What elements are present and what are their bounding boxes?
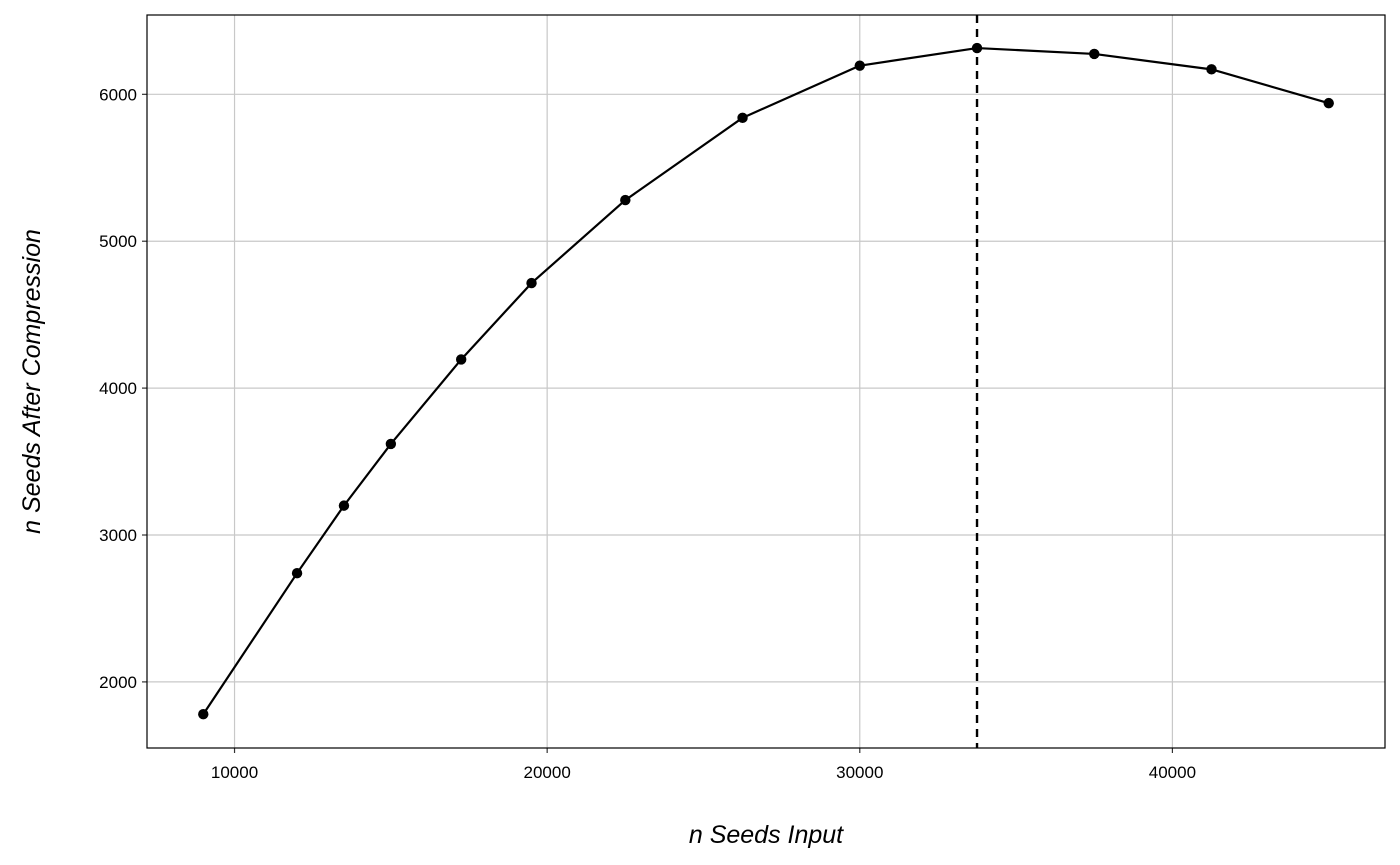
x-tick-label: 40000: [1149, 763, 1196, 782]
data-point: [1206, 64, 1217, 75]
data-point: [1323, 97, 1334, 109]
data-point: [455, 354, 467, 365]
grid: [147, 15, 1385, 748]
y-tick-label: 3000: [99, 526, 137, 545]
y-axis-ticks: 2000 3000 4000 5000 6000: [99, 85, 147, 692]
data-point: [526, 277, 537, 289]
data-point: [854, 60, 865, 71]
data-point: [291, 567, 303, 579]
y-tick-label: 6000: [99, 85, 137, 104]
x-tick-label: 10000: [211, 763, 258, 782]
data-point: [1089, 48, 1100, 60]
y-axis-title: n Seeds After Compression: [18, 229, 46, 534]
y-tick-label: 5000: [99, 232, 137, 251]
data-point: [737, 112, 748, 124]
x-axis-ticks: 10000 20000 30000 40000: [211, 748, 1196, 782]
data-point: [971, 42, 983, 54]
data-point: [198, 709, 209, 720]
data-point: [620, 194, 631, 206]
y-tick-label: 4000: [99, 379, 137, 398]
x-tick-label: 20000: [524, 763, 571, 782]
data-point: [385, 438, 397, 450]
data-point: [338, 500, 350, 511]
plot-panel-border: [146, 14, 1386, 749]
y-tick-label: 2000: [99, 673, 137, 692]
x-axis-title: n Seeds Input: [689, 821, 844, 849]
series-layer: [198, 42, 1334, 720]
x-tick-label: 30000: [836, 763, 883, 782]
